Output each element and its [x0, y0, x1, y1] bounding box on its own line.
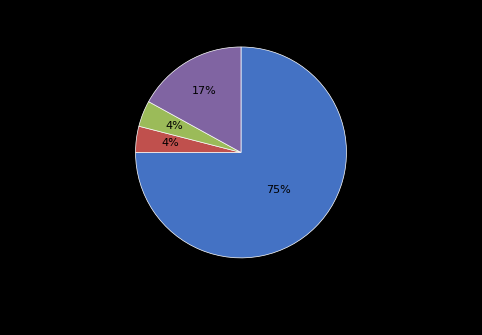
- Wedge shape: [139, 102, 241, 152]
- Wedge shape: [135, 47, 347, 258]
- Text: 4%: 4%: [165, 121, 183, 131]
- Wedge shape: [148, 47, 241, 152]
- Text: 17%: 17%: [192, 86, 217, 96]
- Wedge shape: [135, 126, 241, 152]
- Text: 75%: 75%: [266, 185, 291, 195]
- Text: 4%: 4%: [161, 138, 179, 148]
